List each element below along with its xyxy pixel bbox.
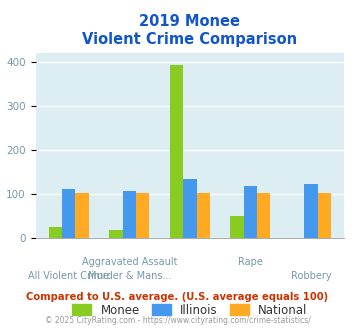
Text: © 2025 CityRating.com - https://www.cityrating.com/crime-statistics/: © 2025 CityRating.com - https://www.city… <box>45 316 310 325</box>
Bar <box>257 193 271 238</box>
Bar <box>49 227 62 238</box>
Bar <box>183 179 197 238</box>
Text: Murder & Mans...: Murder & Mans... <box>88 271 171 281</box>
Bar <box>136 193 149 238</box>
Bar <box>304 184 318 238</box>
Text: All Violent Crime: All Violent Crime <box>28 271 109 281</box>
Text: Rape: Rape <box>238 257 263 267</box>
Bar <box>62 189 76 238</box>
Legend: Monee, Illinois, National: Monee, Illinois, National <box>68 299 312 321</box>
Bar <box>230 215 244 238</box>
Bar <box>76 193 89 238</box>
Title: 2019 Monee
Violent Crime Comparison: 2019 Monee Violent Crime Comparison <box>82 14 297 48</box>
Text: Aggravated Assault: Aggravated Assault <box>82 257 177 267</box>
Bar <box>197 193 210 238</box>
Bar <box>244 186 257 238</box>
Text: Robbery: Robbery <box>291 271 331 281</box>
Bar <box>170 65 183 238</box>
Bar <box>123 191 136 238</box>
Bar <box>109 230 123 238</box>
Bar <box>318 193 331 238</box>
Text: Compared to U.S. average. (U.S. average equals 100): Compared to U.S. average. (U.S. average … <box>26 292 329 302</box>
